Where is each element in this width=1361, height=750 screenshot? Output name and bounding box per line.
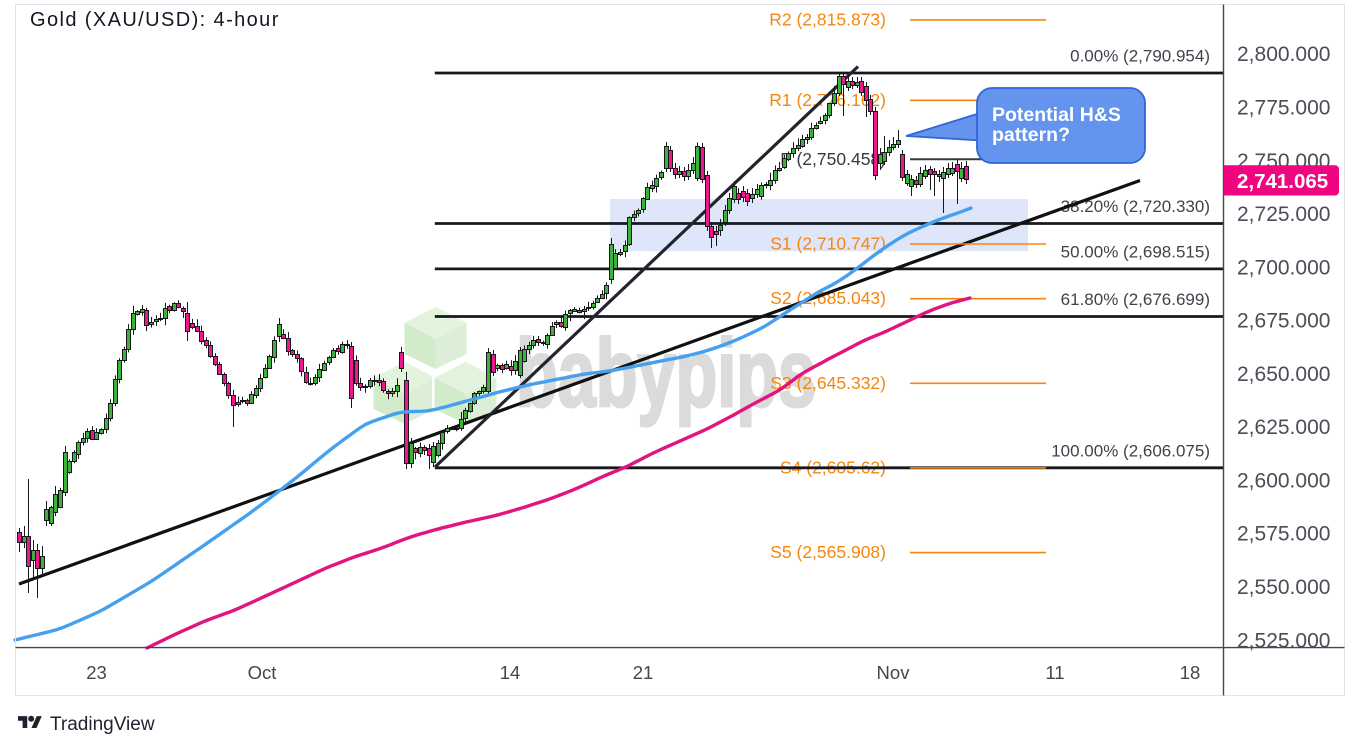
svg-text:TradingView: TradingView (50, 714, 155, 735)
svg-text:14: 14 (500, 662, 521, 683)
svg-text:Oct: Oct (248, 662, 277, 683)
svg-text:2,600.000: 2,600.000 (1237, 469, 1330, 492)
svg-text:23: 23 (86, 662, 107, 683)
svg-text:2,700.000: 2,700.000 (1237, 256, 1330, 279)
svg-text:38.20% (2,720.330): 38.20% (2,720.330) (1061, 197, 1210, 216)
svg-text:S1 (2,710.747): S1 (2,710.747) (770, 234, 886, 254)
svg-text:2,575.000: 2,575.000 (1237, 523, 1330, 546)
svg-text:18: 18 (1180, 662, 1201, 683)
svg-text:R1 (2,776.162): R1 (2,776.162) (769, 90, 886, 110)
svg-text:2,800.000: 2,800.000 (1237, 43, 1330, 66)
svg-text:Nov: Nov (877, 662, 911, 683)
svg-text:Gold (XAU/USD): 4-hour: Gold (XAU/USD): 4-hour (30, 9, 280, 31)
svg-text:100.00% (2,606.075): 100.00% (2,606.075) (1051, 441, 1210, 460)
svg-text:61.80% (2,676.699): 61.80% (2,676.699) (1061, 290, 1210, 309)
svg-text:21: 21 (633, 662, 654, 683)
svg-text:R2 (2,815.873): R2 (2,815.873) (769, 9, 886, 29)
svg-text:2,775.000: 2,775.000 (1237, 97, 1330, 120)
svg-text:P (2,750.458): P (2,750.458) (780, 149, 886, 169)
svg-text:0.00% (2,790.954): 0.00% (2,790.954) (1070, 47, 1210, 66)
svg-text:2,741.065: 2,741.065 (1237, 170, 1328, 193)
svg-text:2,675.000: 2,675.000 (1237, 310, 1330, 333)
svg-text:babypips: babypips (516, 320, 816, 427)
svg-text:2,625.000: 2,625.000 (1237, 416, 1330, 439)
svg-text:S3 (2,645.332): S3 (2,645.332) (770, 373, 886, 393)
svg-text:2,525.000: 2,525.000 (1237, 629, 1330, 652)
svg-text:2,725.000: 2,725.000 (1237, 203, 1330, 226)
svg-text:pattern?: pattern? (992, 124, 1070, 146)
svg-text:50.00% (2,698.515): 50.00% (2,698.515) (1061, 242, 1210, 261)
svg-text:S5 (2,565.908): S5 (2,565.908) (770, 542, 886, 562)
svg-text:11: 11 (1045, 662, 1064, 683)
svg-text:Potential H&S: Potential H&S (992, 104, 1121, 126)
svg-text:2,550.000: 2,550.000 (1237, 576, 1330, 599)
svg-text:2,650.000: 2,650.000 (1237, 363, 1330, 386)
